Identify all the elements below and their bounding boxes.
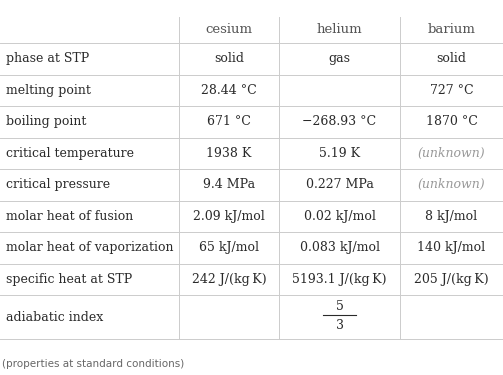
Text: 0.083 kJ/mol: 0.083 kJ/mol bbox=[299, 242, 380, 254]
Text: 3: 3 bbox=[336, 320, 344, 332]
Text: helium: helium bbox=[317, 24, 362, 36]
Text: 727 °C: 727 °C bbox=[430, 84, 473, 97]
Text: solid: solid bbox=[214, 52, 244, 65]
Text: 1938 K: 1938 K bbox=[206, 147, 252, 160]
Text: melting point: melting point bbox=[6, 84, 91, 97]
Text: 205 J/(kg K): 205 J/(kg K) bbox=[414, 273, 489, 286]
Text: 5193.1 J/(kg K): 5193.1 J/(kg K) bbox=[292, 273, 387, 286]
Text: 2.09 kJ/mol: 2.09 kJ/mol bbox=[193, 210, 265, 223]
Text: 0.02 kJ/mol: 0.02 kJ/mol bbox=[304, 210, 375, 223]
Text: cesium: cesium bbox=[205, 24, 253, 36]
Text: 8 kJ/mol: 8 kJ/mol bbox=[426, 210, 477, 223]
Text: boiling point: boiling point bbox=[6, 115, 87, 128]
Text: 9.4 MPa: 9.4 MPa bbox=[203, 178, 255, 191]
Text: 5: 5 bbox=[336, 300, 344, 313]
Text: molar heat of fusion: molar heat of fusion bbox=[6, 210, 133, 223]
Text: 65 kJ/mol: 65 kJ/mol bbox=[199, 242, 259, 254]
Text: −268.93 °C: −268.93 °C bbox=[302, 115, 377, 128]
Text: specific heat at STP: specific heat at STP bbox=[6, 273, 132, 286]
Text: molar heat of vaporization: molar heat of vaporization bbox=[6, 242, 174, 254]
Text: 1870 °C: 1870 °C bbox=[426, 115, 477, 128]
Text: critical temperature: critical temperature bbox=[6, 147, 134, 160]
Text: 28.44 °C: 28.44 °C bbox=[201, 84, 257, 97]
Text: 242 J/(kg K): 242 J/(kg K) bbox=[192, 273, 266, 286]
Text: 671 °C: 671 °C bbox=[207, 115, 251, 128]
Text: 5.19 K: 5.19 K bbox=[319, 147, 360, 160]
Text: 0.227 MPa: 0.227 MPa bbox=[306, 178, 373, 191]
Text: solid: solid bbox=[437, 52, 466, 65]
Text: barium: barium bbox=[428, 24, 475, 36]
Text: (unknown): (unknown) bbox=[417, 178, 485, 191]
Text: gas: gas bbox=[328, 52, 351, 65]
Text: adiabatic index: adiabatic index bbox=[6, 311, 103, 324]
Text: (properties at standard conditions): (properties at standard conditions) bbox=[2, 359, 184, 369]
Text: 140 kJ/mol: 140 kJ/mol bbox=[417, 242, 485, 254]
Text: phase at STP: phase at STP bbox=[6, 52, 90, 65]
Text: (unknown): (unknown) bbox=[417, 147, 485, 160]
Text: critical pressure: critical pressure bbox=[6, 178, 110, 191]
